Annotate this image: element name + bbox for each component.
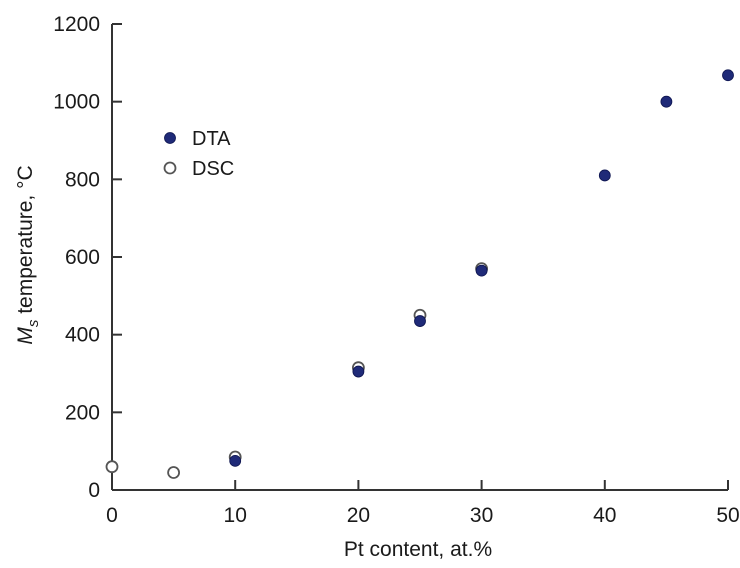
y-axis-title-subscript: s <box>25 319 42 327</box>
y-tick-label: 200 <box>65 401 100 424</box>
y-tick-label: 0 <box>88 479 100 502</box>
y-axis-title: Ms temperature, °C <box>14 165 42 344</box>
dsc-point <box>105 460 119 474</box>
x-tick-label: 10 <box>224 504 247 527</box>
legend-dsc-marker <box>163 161 177 175</box>
legend-dta-label: DTA <box>192 128 231 150</box>
x-tick-label: 20 <box>347 504 370 527</box>
y-tick-label: 1000 <box>53 91 100 114</box>
y-tick-label: 800 <box>65 168 100 191</box>
dta-point <box>475 264 488 277</box>
y-tick-label: 400 <box>65 324 100 347</box>
dta-point <box>660 95 673 108</box>
data-points <box>105 69 734 479</box>
x-tick-label: 50 <box>716 504 739 527</box>
legend: DTA DSC <box>163 128 234 180</box>
ticks: 0 10 20 30 40 50 0 200 400 600 800 1000 1200 <box>53 13 739 527</box>
y-axis-title-rest: temperature, °C <box>14 165 37 319</box>
dta-point <box>414 315 426 327</box>
legend-dsc-label: DSC <box>192 158 234 180</box>
x-axis-title: Pt content, at.% <box>344 538 492 561</box>
dta-point <box>352 365 365 378</box>
x-tick-label: 30 <box>470 504 493 527</box>
x-tick-label: 40 <box>593 504 616 527</box>
x-tick-label: 0 <box>106 504 118 527</box>
dta-point <box>598 169 611 182</box>
axes <box>111 24 728 491</box>
y-tick-label: 1200 <box>53 13 100 36</box>
y-axis-title-symbol: M <box>14 327 37 345</box>
dta-point <box>722 69 734 82</box>
dta-point <box>229 454 242 467</box>
legend-dta-marker <box>164 132 176 144</box>
y-tick-label: 600 <box>65 246 100 269</box>
dsc-point <box>167 466 181 479</box>
